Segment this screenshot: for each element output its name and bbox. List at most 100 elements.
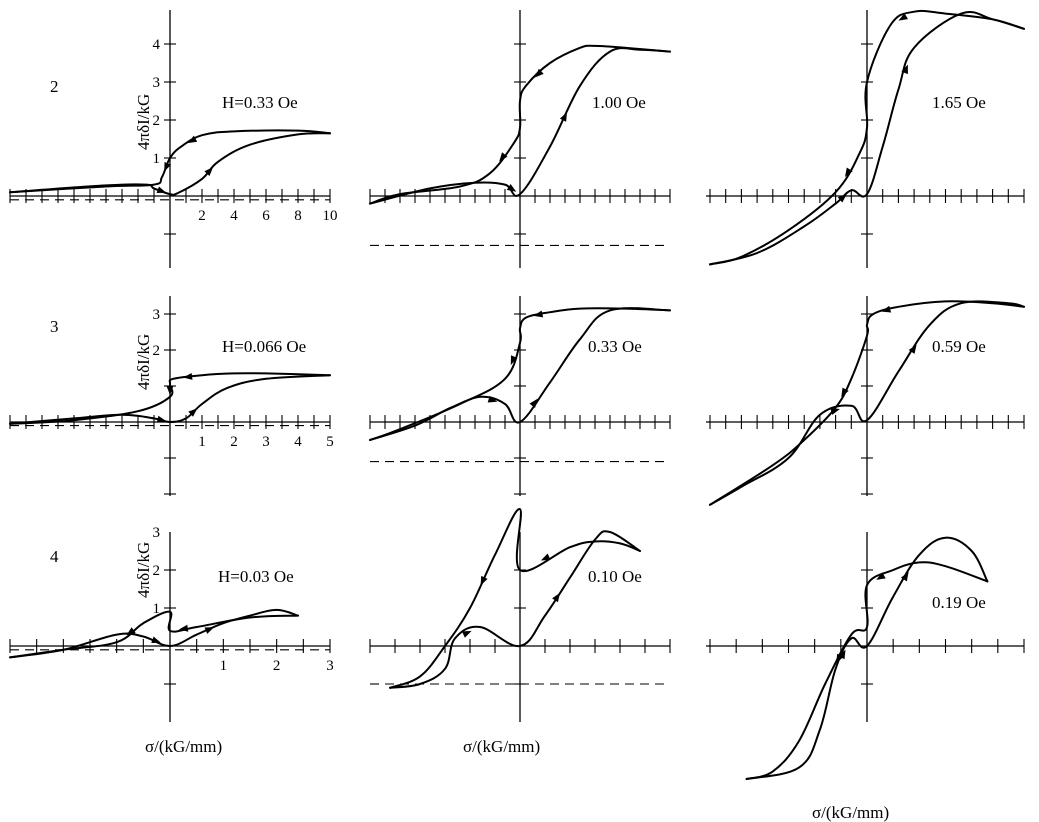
direction-arrow bbox=[901, 64, 908, 75]
direction-arrow bbox=[900, 571, 909, 582]
direction-arrow bbox=[156, 186, 167, 194]
direction-arrow bbox=[540, 553, 551, 561]
x-tick-label: 5 bbox=[326, 434, 334, 450]
direction-arrow bbox=[164, 161, 171, 172]
curve-branch-2 bbox=[389, 530, 641, 689]
panel-3-1: 1 2 3 4 5 2 3 bbox=[9, 296, 334, 496]
x-tick-label: 1 bbox=[198, 434, 206, 450]
x-axis-label-col-2: σ/(kG/mm) bbox=[463, 737, 540, 756]
direction-arrow bbox=[187, 135, 198, 144]
field-label-3-2: 0.33 Oe bbox=[588, 337, 642, 356]
x-tick-label: 6 bbox=[262, 208, 270, 224]
direction-arrow bbox=[156, 415, 167, 423]
direction-arrow bbox=[166, 386, 174, 395]
curve-branch-1 bbox=[9, 129, 331, 194]
direction-arrow bbox=[898, 13, 908, 21]
panel-3-2 bbox=[369, 296, 671, 496]
curve-branch-1 bbox=[709, 9, 1025, 266]
direction-arrow bbox=[533, 310, 544, 318]
direction-arrow bbox=[534, 68, 544, 78]
x-tick-label: 3 bbox=[262, 434, 270, 450]
y-tick-label: 2 bbox=[153, 563, 161, 579]
panel-2-2 bbox=[369, 10, 671, 268]
y-tick-label: 2 bbox=[153, 113, 161, 129]
x-axis-label-col-3: σ/(kG/mm) bbox=[812, 803, 889, 822]
direction-arrow bbox=[559, 112, 567, 122]
direction-arrow bbox=[876, 572, 886, 580]
row-label-3: 3 bbox=[50, 317, 59, 336]
x-tick-label: 10 bbox=[323, 208, 338, 224]
panel-4-1: 1 2 3 1 2 3 bbox=[9, 525, 334, 722]
curve-branch-2 bbox=[709, 10, 1025, 266]
x-tick-label: 3 bbox=[326, 658, 334, 674]
curve-branch-2 bbox=[745, 536, 989, 780]
field-label-4-3: 0.19 Oe bbox=[932, 593, 986, 612]
curve-branch-2 bbox=[9, 608, 299, 659]
panel-4-2 bbox=[369, 508, 671, 722]
curve-branch-1 bbox=[745, 561, 989, 780]
field-label-3-3: 0.59 Oe bbox=[932, 337, 986, 356]
direction-arrow bbox=[908, 344, 917, 354]
panel-4-3 bbox=[706, 532, 1025, 780]
y-axis-label-row-4: 4πδI/kG bbox=[134, 542, 153, 598]
panel-2-3 bbox=[706, 9, 1025, 268]
x-tick-label: 2 bbox=[198, 208, 206, 224]
panel-3-3 bbox=[706, 296, 1025, 506]
direction-arrow bbox=[151, 636, 161, 644]
curve-branch-2 bbox=[709, 300, 1025, 506]
direction-arrow bbox=[461, 630, 472, 638]
direction-arrow bbox=[510, 355, 518, 365]
field-label-3-1: H=0.066 Oe bbox=[222, 337, 306, 356]
y-axis-label-row-3: 4πδI/kG bbox=[134, 334, 153, 390]
field-label-2-1: H=0.33 Oe bbox=[222, 93, 298, 112]
y-tick-label: 4 bbox=[153, 37, 161, 53]
direction-arrow bbox=[204, 627, 215, 634]
y-tick-label: 3 bbox=[153, 525, 161, 541]
direction-arrow bbox=[499, 152, 508, 162]
curve-branch-2 bbox=[9, 374, 331, 425]
y-tick-label: 2 bbox=[153, 343, 161, 359]
y-tick-label: 1 bbox=[153, 151, 161, 167]
direction-arrow bbox=[487, 395, 498, 403]
direction-arrow bbox=[838, 649, 846, 660]
field-label-2-3: 1.65 Oe bbox=[932, 93, 986, 112]
direction-arrow bbox=[841, 387, 849, 398]
x-tick-label: 1 bbox=[220, 658, 228, 674]
direction-arrow bbox=[881, 305, 892, 313]
curve-branch-2 bbox=[9, 132, 331, 196]
x-tick-label: 4 bbox=[230, 208, 238, 224]
direction-arrow bbox=[529, 398, 538, 408]
x-tick-label: 8 bbox=[294, 208, 302, 224]
y-tick-label: 3 bbox=[153, 75, 161, 91]
y-axis-label-row-2: 4πδI/kG bbox=[134, 94, 153, 150]
direction-arrow bbox=[837, 194, 847, 203]
direction-arrow bbox=[204, 167, 214, 177]
curve-branch-1 bbox=[9, 610, 299, 659]
direction-arrow bbox=[506, 183, 517, 192]
curve-branch-1 bbox=[369, 44, 671, 205]
direction-arrow bbox=[845, 167, 853, 178]
field-label-2-2: 1.00 Oe bbox=[592, 93, 646, 112]
direction-arrow bbox=[183, 372, 193, 380]
curve-branch-2 bbox=[369, 47, 671, 205]
curve-branch-2 bbox=[369, 307, 671, 441]
field-label-4-2: 0.10 Oe bbox=[588, 567, 642, 586]
direction-arrow bbox=[480, 575, 488, 586]
row-label-2: 2 bbox=[50, 77, 59, 96]
x-axis-label-col-1: σ/(kG/mm) bbox=[145, 737, 222, 756]
x-tick-label: 2 bbox=[230, 434, 238, 450]
direction-arrow bbox=[188, 408, 198, 417]
curve-branch-1 bbox=[9, 372, 331, 425]
y-tick-label: 3 bbox=[153, 307, 161, 323]
field-label-4-1: H=0.03 Oe bbox=[218, 567, 294, 586]
x-tick-label: 4 bbox=[294, 434, 302, 450]
curve-branch-1 bbox=[389, 508, 641, 689]
x-tick-label: 2 bbox=[273, 658, 281, 674]
y-tick-label: 1 bbox=[153, 601, 161, 617]
row-label-4: 4 bbox=[50, 547, 59, 566]
direction-arrow bbox=[830, 408, 840, 415]
direction-arrow bbox=[552, 592, 560, 603]
